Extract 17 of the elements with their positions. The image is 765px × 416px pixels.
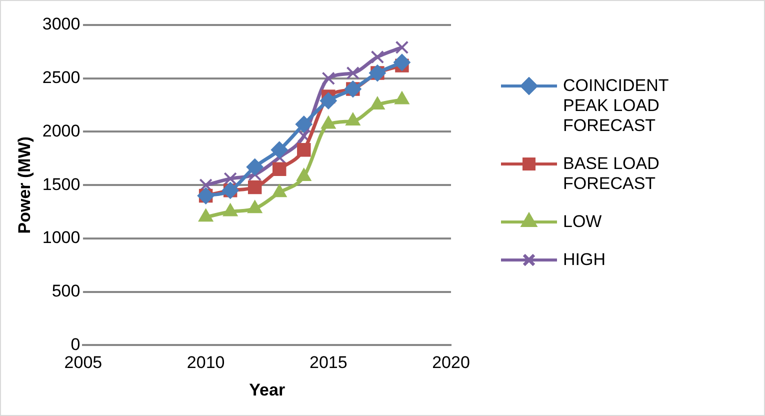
- legend-label: BASE LOAD FORECAST: [563, 154, 660, 194]
- y-tick-label: 2000: [42, 121, 80, 140]
- y-tick-label: 0: [70, 334, 80, 354]
- x-tick-label: 2020: [432, 353, 470, 372]
- x-tick-label: 2005: [64, 353, 102, 372]
- y-tick-label: 1500: [42, 174, 80, 194]
- y-tick-label: 1000: [42, 228, 80, 248]
- legend-label: COINCIDENT PEAK LOAD FORECAST: [563, 76, 670, 136]
- x-tick-label: 2015: [309, 353, 348, 372]
- y-tick-label: 2500: [42, 68, 80, 88]
- y-axis-title: Power (MW): [14, 136, 34, 234]
- y-tick-label: 3000: [42, 14, 80, 34]
- legend-label: HIGH: [563, 250, 606, 270]
- legend-label: LOW: [563, 212, 602, 232]
- x-tick-label: 2010: [186, 353, 225, 372]
- x-axis-title: Year: [249, 380, 286, 400]
- y-tick-label: 500: [52, 282, 80, 301]
